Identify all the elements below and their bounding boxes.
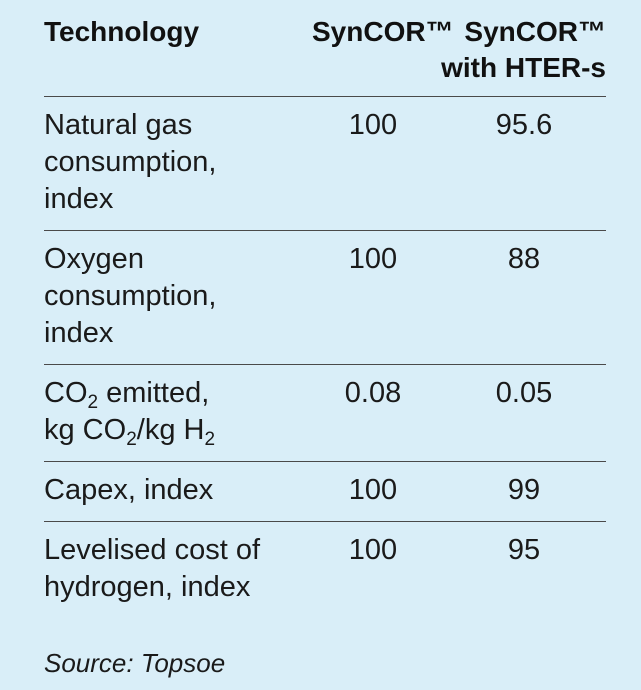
source-note: Source: Topsoe: [44, 648, 226, 678]
cell-syncor: 100: [312, 461, 434, 522]
cell-syncor-hter: 95.6: [434, 96, 606, 231]
cell-syncor: 100: [312, 96, 434, 231]
cell-syncor-hter: 95: [507, 534, 541, 566]
header-syncor-with-hter-s: SynCOR™ with HTER-s: [434, 14, 606, 97]
row-label-oxygen: Oxygen consumption, index: [44, 230, 312, 365]
header-technology: Technology: [44, 14, 312, 97]
row-label-natural-gas: Natural gas consumption, index: [44, 96, 312, 231]
table-header-row: Technology SynCOR™ SynCOR™ with HTER-s: [44, 14, 606, 97]
cell-syncor: 100: [312, 230, 434, 365]
table-row: Natural gas consumption, index 100 95.6: [44, 96, 606, 231]
row-label-levelised-cost: Levelised cost of hydrogen, index: [44, 534, 261, 603]
table-row: Capex, index 100 99: [44, 461, 606, 522]
table-row: Levelised cost of hydrogen, index 100 95: [44, 522, 606, 619]
cell-syncor-hter: 99: [434, 461, 606, 522]
cell-syncor: 0.08: [312, 364, 434, 462]
cell-syncor-hter: 0.05: [434, 364, 606, 462]
technology-comparison-table: Technology SynCOR™ SynCOR™ with HTER-s N…: [44, 14, 606, 618]
row-label-capex: Capex, index: [44, 461, 312, 522]
header-syncor: SynCOR™: [312, 14, 454, 97]
cell-syncor-hter: 88: [434, 230, 606, 365]
cell-syncor: 100: [348, 534, 398, 566]
table-row: Oxygen consumption, index 100 88: [44, 230, 606, 365]
table-row: CO2 emitted, kg CO2/kg H2 0.08 0.05: [44, 364, 606, 462]
row-label-co2-emitted: CO2 emitted, kg CO2/kg H2: [44, 364, 312, 462]
